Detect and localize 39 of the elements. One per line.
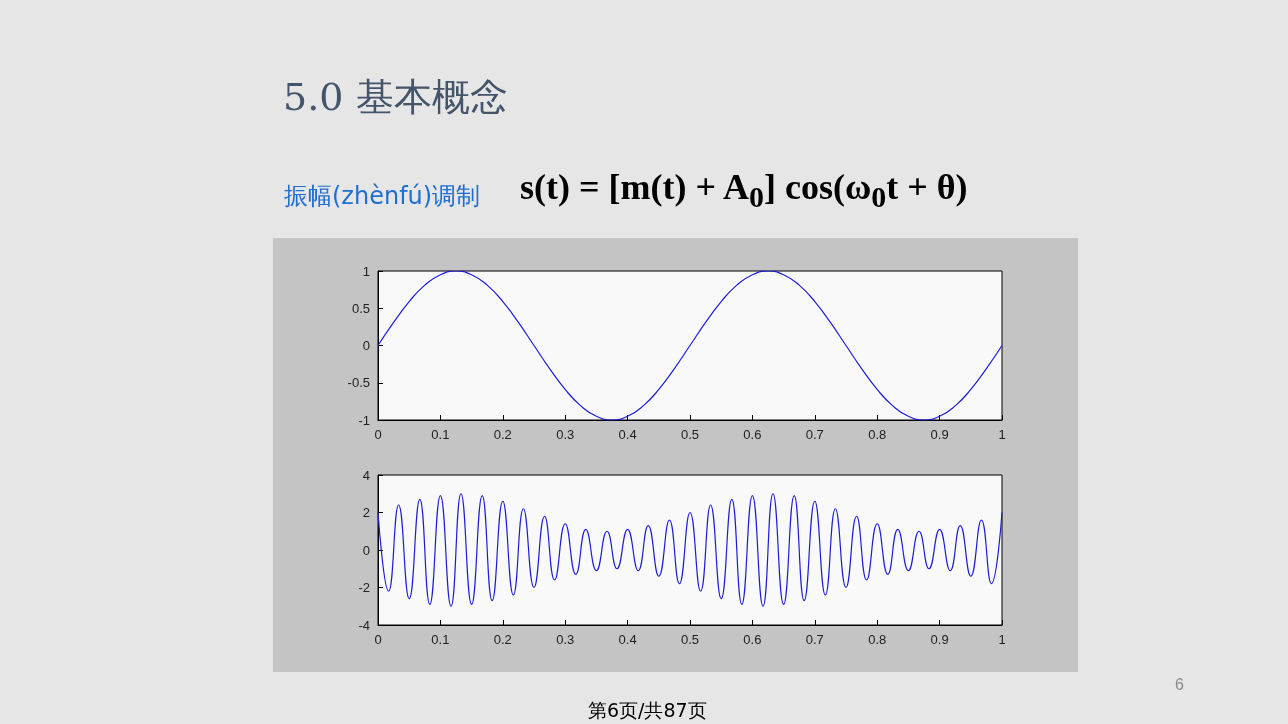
y-tick-label: -4 [358,617,370,633]
y-tick-label: 2 [362,505,370,520]
text: 振幅(zhènfú)调制 [284,181,481,212]
x-tick-label: 0.3 [556,427,575,442]
x-tick-label: 0 [374,632,382,647]
y-tick-label: 0 [362,338,370,353]
y-tick-label: 0 [362,542,370,558]
x-tick-label: 0.4 [618,427,637,442]
x-tick-label: 0.5 [680,632,700,647]
x-tick-label: 0.2 [493,632,512,647]
x-tick-label: 0.1 [431,427,450,442]
x-tick-label: 0.6 [743,632,762,647]
x-tick-label: 0.2 [493,427,512,442]
x-tick-label: 0.8 [868,427,887,442]
text: 第6页/共87页 [588,698,707,723]
x-tick-label: 0.6 [743,427,762,442]
text: s(t) = [m(t) + A$_{0}$] cos(ω$_{0}$t + θ) [520,166,968,215]
y-tick-label: -1 [358,412,370,428]
x-tick-label: 0.8 [868,632,887,647]
line-series [377,493,1003,607]
y-tick-label: 4 [362,467,370,483]
x-tick-label: 0.9 [930,632,949,647]
x-tick-label: 0.3 [556,632,575,647]
x-tick-label: 0.7 [805,427,824,442]
x-tick-label: 0.1 [431,632,450,647]
text: 6 [1175,676,1184,694]
line-series [377,270,1003,421]
y-tick-label: 0.5 [351,300,370,316]
x-tick-label: 0.7 [805,632,824,647]
x-tick-label: 0.5 [680,427,700,442]
x-tick-label: 0 [374,427,382,442]
x-tick-label: 0.4 [618,632,637,647]
y-tick-label: -0.5 [347,375,370,391]
y-tick-label: 1 [362,263,370,279]
x-tick-label: 0.9 [930,427,949,442]
x-tick-label: 1 [998,632,1006,647]
chart-title: 5.0 基本概念 [283,74,508,121]
x-tick-label: 1 [998,427,1006,442]
y-tick-label: -2 [358,580,370,595]
